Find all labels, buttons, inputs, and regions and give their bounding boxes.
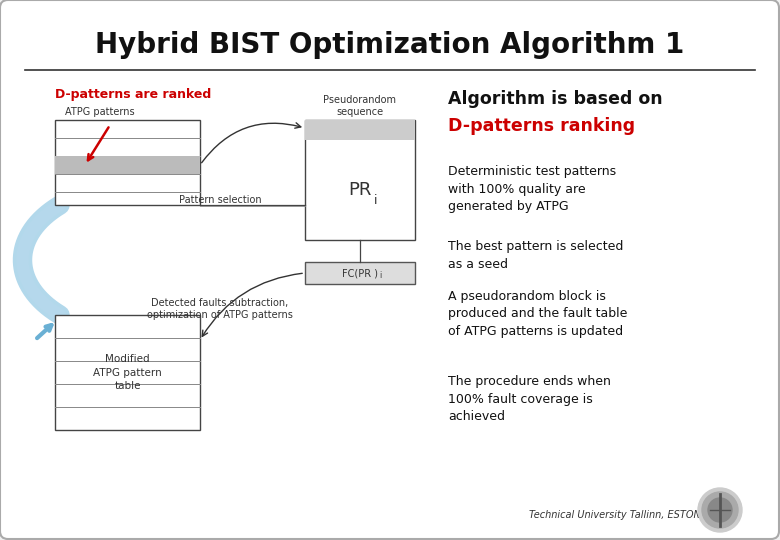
Text: Pseudorandom
sequence: Pseudorandom sequence [324,94,396,117]
Text: ATPG patterns: ATPG patterns [65,107,135,117]
Text: Detected faults subtraction,
optimization of ATPG patterns: Detected faults subtraction, optimizatio… [147,298,293,320]
Text: Deterministic test patterns
with 100% quality are
generated by ATPG: Deterministic test patterns with 100% qu… [448,165,616,213]
Text: i: i [374,193,378,206]
Circle shape [702,492,738,528]
Bar [55,120,200,205]
Text: FC(PR ): FC(PR ) [342,268,378,278]
Text: Hybrid BIST Optimization Algorithm 1: Hybrid BIST Optimization Algorithm 1 [95,31,685,59]
Text: Modified
ATPG pattern
table: Modified ATPG pattern table [93,354,162,391]
Text: The procedure ends when
100% fault coverage is
achieved: The procedure ends when 100% fault cover… [448,375,611,423]
Circle shape [708,498,732,522]
Text: Pattern selection: Pattern selection [179,195,261,205]
Bar [305,262,415,284]
Bar [305,120,415,140]
Text: i: i [379,272,381,280]
Bar [305,120,415,240]
Bar [55,156,200,174]
Text: Technical University Tallinn, ESTONIA: Technical University Tallinn, ESTONIA [530,510,711,520]
Text: D-patterns ranking: D-patterns ranking [448,117,635,135]
Text: PR: PR [349,181,372,199]
Circle shape [698,488,742,532]
Bar [55,315,200,430]
Text: Algorithm is based on: Algorithm is based on [448,90,663,108]
Text: The best pattern is selected
as a seed: The best pattern is selected as a seed [448,240,623,271]
Text: A pseudorandom block is
produced and the fault table
of ATPG patterns is updated: A pseudorandom block is produced and the… [448,290,627,338]
Text: D-patterns are ranked: D-patterns are ranked [55,88,211,101]
